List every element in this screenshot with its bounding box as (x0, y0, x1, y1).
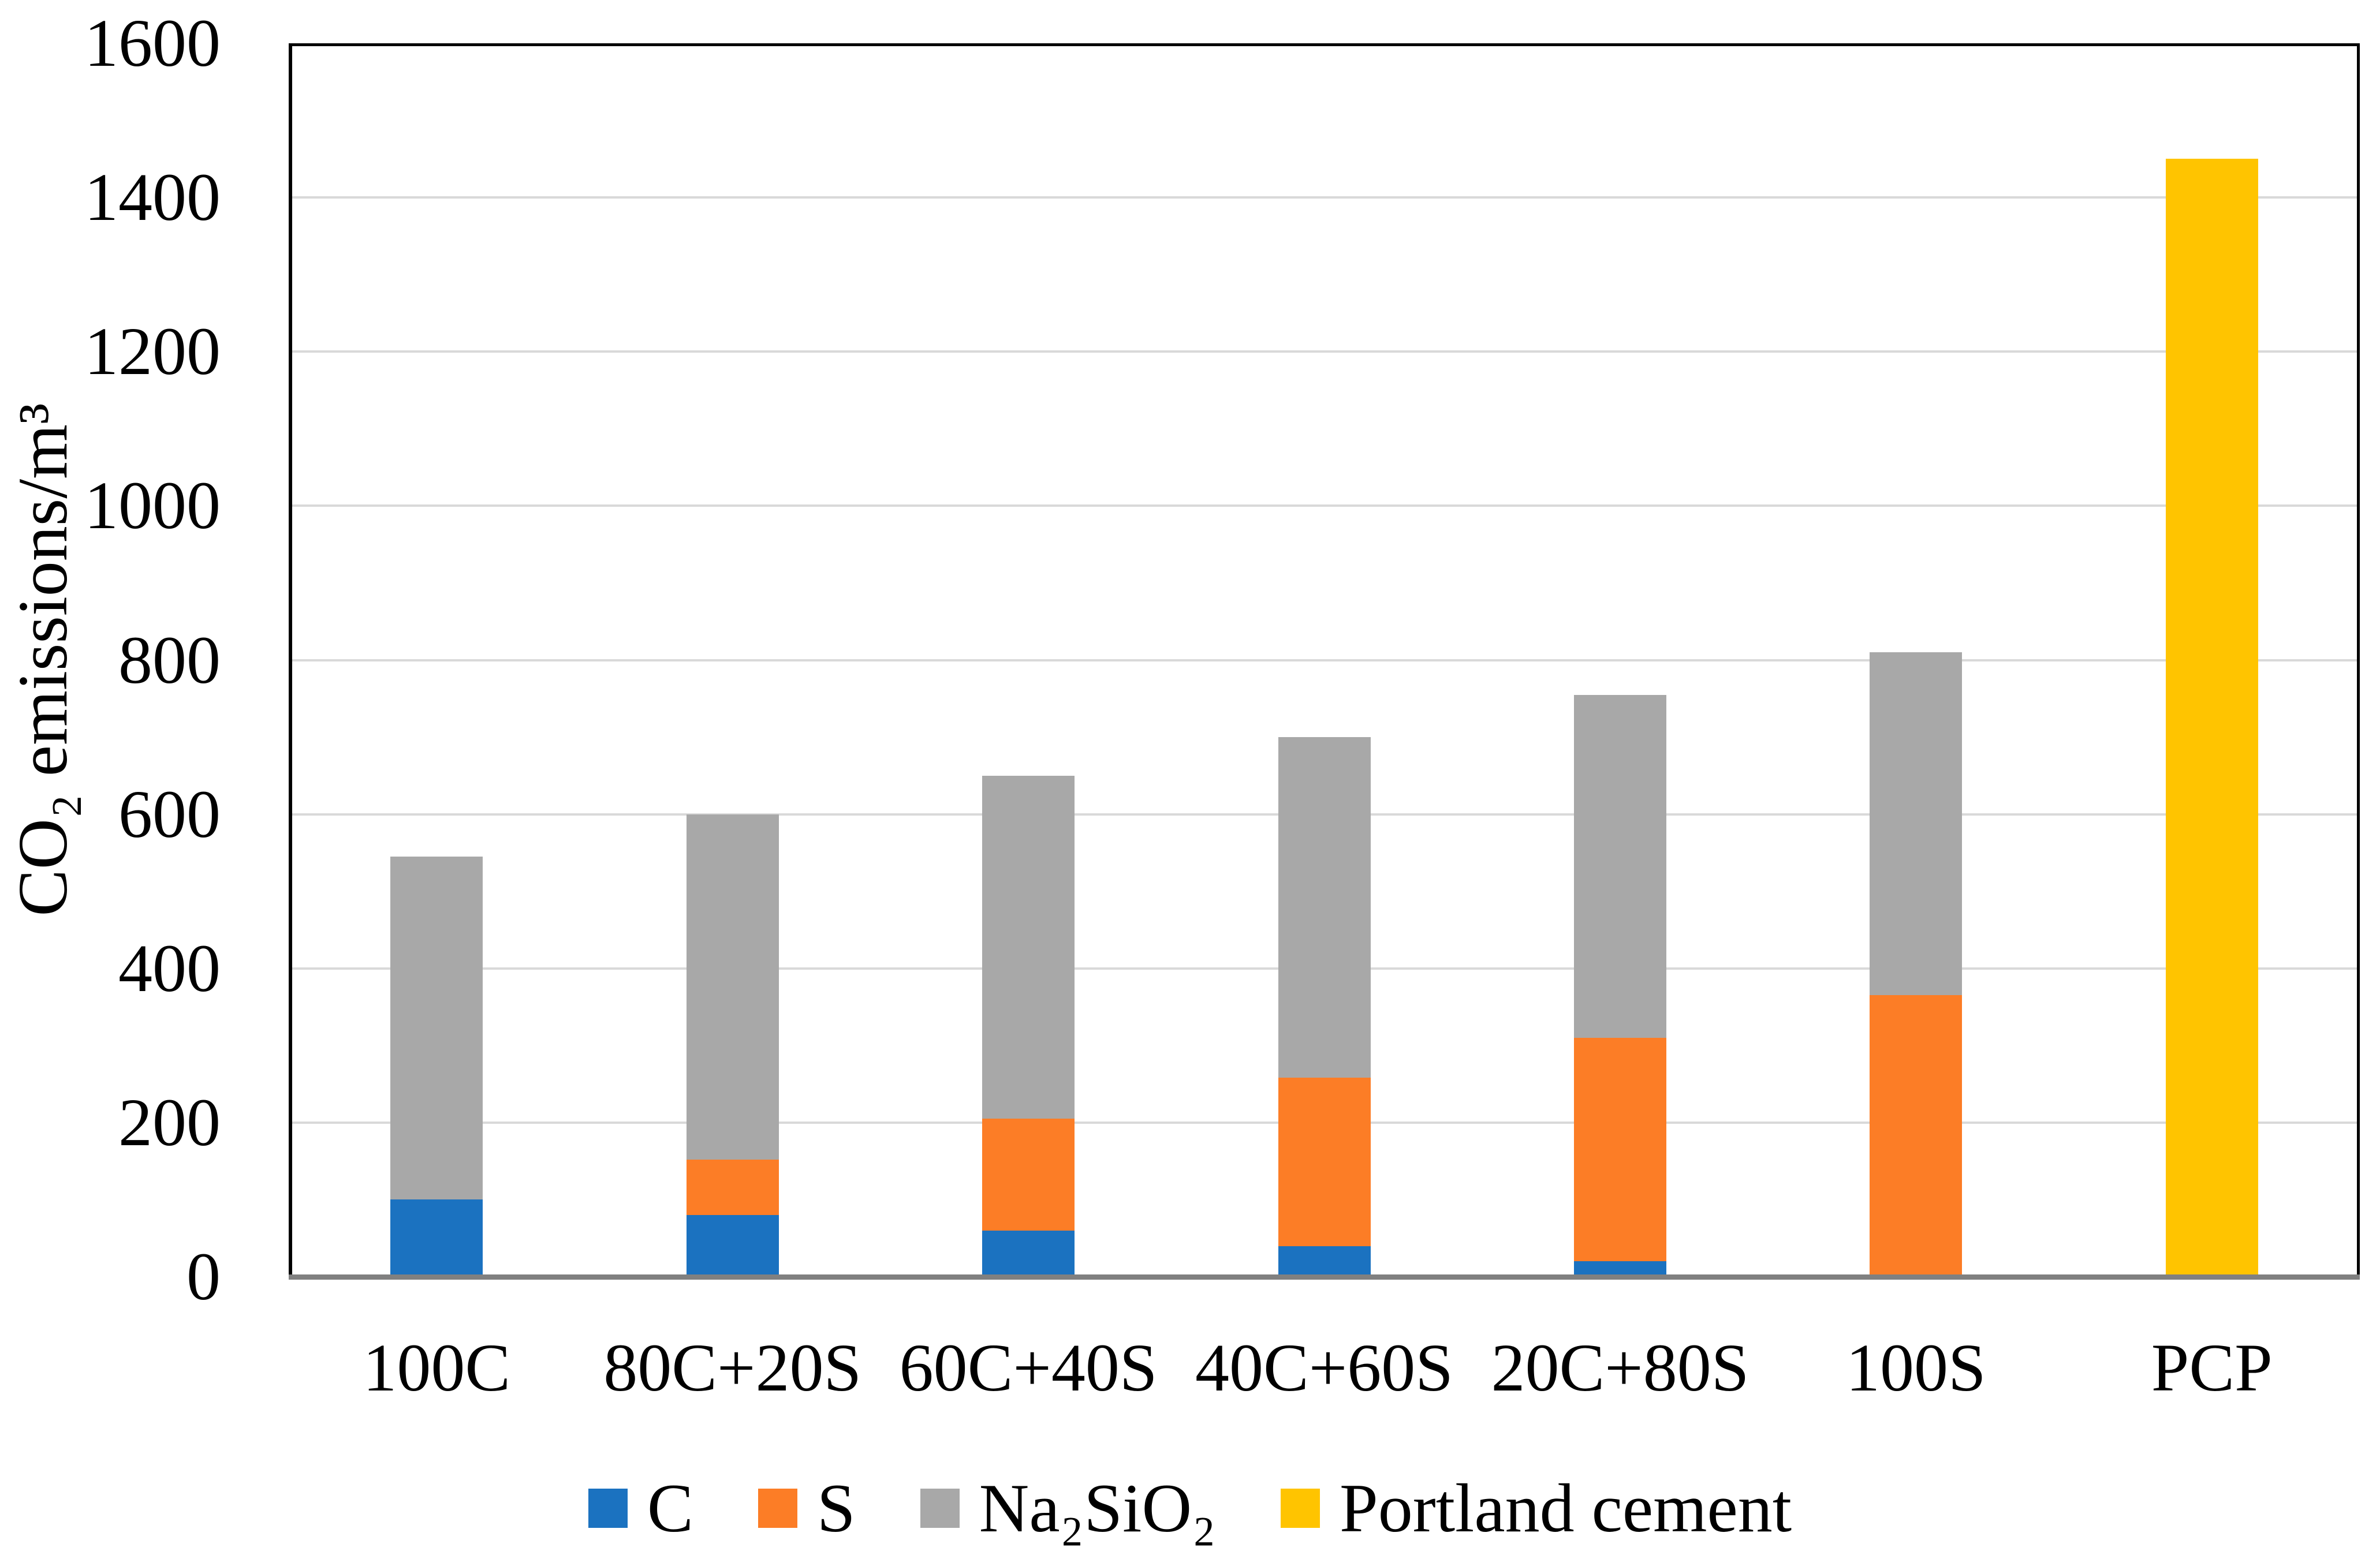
plot-area (289, 43, 2360, 1277)
gridline (292, 504, 2357, 507)
y-tick-label: 1000 (84, 468, 221, 544)
y-tick-label: 600 (118, 776, 221, 852)
bar-segment (1573, 1261, 1666, 1277)
bar-segment (686, 814, 779, 1160)
gridline (292, 196, 2357, 199)
bar-segment (982, 775, 1075, 1119)
x-axis-line (289, 1274, 2360, 1280)
x-tick-label: 100C (363, 1330, 511, 1406)
bar-segment (1278, 737, 1371, 1078)
bar-segment (1278, 1246, 1371, 1277)
bar-segment (1573, 694, 1666, 1038)
legend-item: C (588, 1469, 693, 1546)
x-tick-label: 40C+60S (1195, 1330, 1453, 1406)
legend-label: Portland cement (1340, 1469, 1792, 1546)
bar-segment (1278, 1078, 1371, 1246)
y-tick-label: 200 (118, 1084, 221, 1160)
gridline (292, 350, 2357, 353)
y-tick-label: 0 (186, 1239, 221, 1314)
bar-segment (982, 1119, 1075, 1231)
legend-label: S (816, 1469, 856, 1546)
bar-segment (982, 1230, 1075, 1277)
bar-segment (2165, 159, 2258, 1277)
x-tick-label: 60C+40S (899, 1330, 1158, 1406)
x-tick-label: 20C+80S (1491, 1330, 1749, 1406)
x-tick-label: 100S (1846, 1330, 1986, 1406)
bar-segment (1870, 652, 1963, 996)
x-tick-label: 80C+20S (603, 1330, 862, 1406)
legend: C S Na₂SiO₂ Portland cement (0, 1466, 2380, 1550)
bar-segment (390, 857, 483, 1200)
bar-segment (390, 1199, 483, 1277)
y-tick-label: 1200 (84, 313, 221, 390)
gridline (292, 659, 2357, 661)
legend-swatch-icon (1281, 1488, 1320, 1528)
legend-swatch-icon (920, 1488, 960, 1528)
legend-item: Na₂SiO₂ (920, 1469, 1217, 1546)
legend-swatch-icon (758, 1488, 797, 1528)
bar-segment (1573, 1037, 1666, 1262)
y-tick-label: 1400 (84, 159, 221, 236)
y-tick-label: 400 (118, 930, 221, 1006)
legend-label: Na₂SiO₂ (979, 1469, 1217, 1546)
legend-swatch-icon (588, 1488, 628, 1528)
bar-segment (686, 1215, 779, 1277)
legend-label: C (647, 1469, 693, 1546)
bar-segment (686, 1159, 779, 1216)
y-tick-label: 1600 (84, 5, 221, 81)
bar-segment (1870, 995, 1963, 1277)
x-tick-label: PCP (2151, 1330, 2273, 1406)
y-tick-label: 800 (118, 622, 221, 698)
legend-item: Portland cement (1281, 1469, 1792, 1546)
legend-item: S (758, 1469, 856, 1546)
